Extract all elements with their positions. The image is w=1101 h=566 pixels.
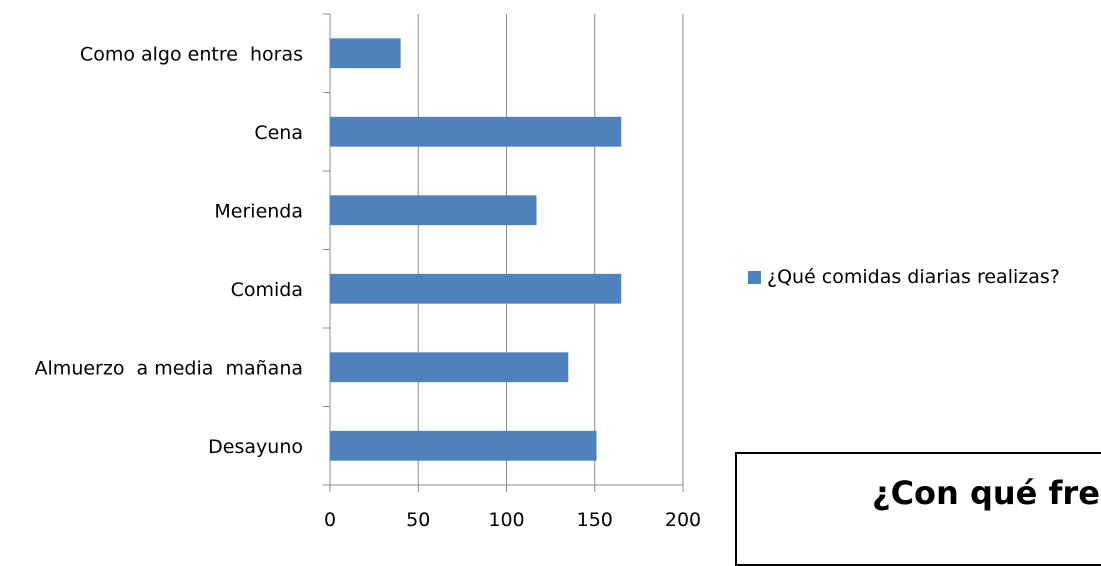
category-label-5: Cena bbox=[254, 122, 303, 144]
x-tick-label-50: 50 bbox=[406, 509, 430, 531]
x-tick-label-200: 200 bbox=[665, 509, 701, 531]
category-label-4: Merienda bbox=[214, 200, 303, 222]
category-label-1: Desayuno bbox=[208, 436, 303, 458]
bar-6 bbox=[330, 38, 401, 69]
bar-chart: 0 50 100 150 200 Desayuno Almuerzo a media mañ… bbox=[35, 13, 701, 531]
category-label-2: Almuerzo a media mañana bbox=[35, 357, 303, 379]
next-chart-box: ¿Con qué fre bbox=[735, 452, 1101, 566]
bar-3 bbox=[330, 273, 622, 304]
bar-4 bbox=[330, 195, 537, 226]
category-label-3: Comida bbox=[231, 279, 303, 301]
bar-5 bbox=[330, 116, 622, 147]
x-tick-label-100: 100 bbox=[488, 509, 524, 531]
x-tick-label-0: 0 bbox=[324, 509, 336, 531]
x-tick-label-150: 150 bbox=[577, 509, 613, 531]
next-chart-title: ¿Con qué fre bbox=[872, 474, 1100, 512]
legend-label: ¿Qué comidas diarias realizas? bbox=[767, 266, 1060, 288]
bar-1 bbox=[330, 430, 597, 461]
category-label-6: Como algo entre horas bbox=[80, 43, 303, 65]
bar-2 bbox=[330, 352, 569, 383]
legend-swatch bbox=[748, 270, 761, 284]
legend: ¿Qué comidas diarias realizas? bbox=[748, 266, 1060, 288]
